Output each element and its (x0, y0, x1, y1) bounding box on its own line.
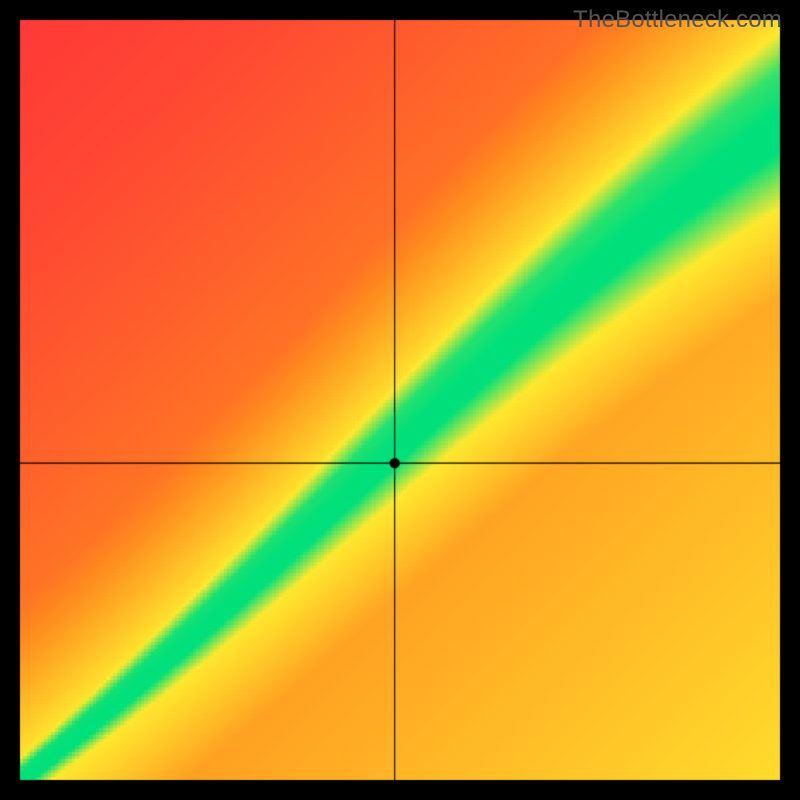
chart-container: TheBottleneck.com (0, 0, 800, 800)
heatmap-canvas (0, 0, 800, 800)
watermark-label: TheBottleneck.com (573, 6, 782, 34)
